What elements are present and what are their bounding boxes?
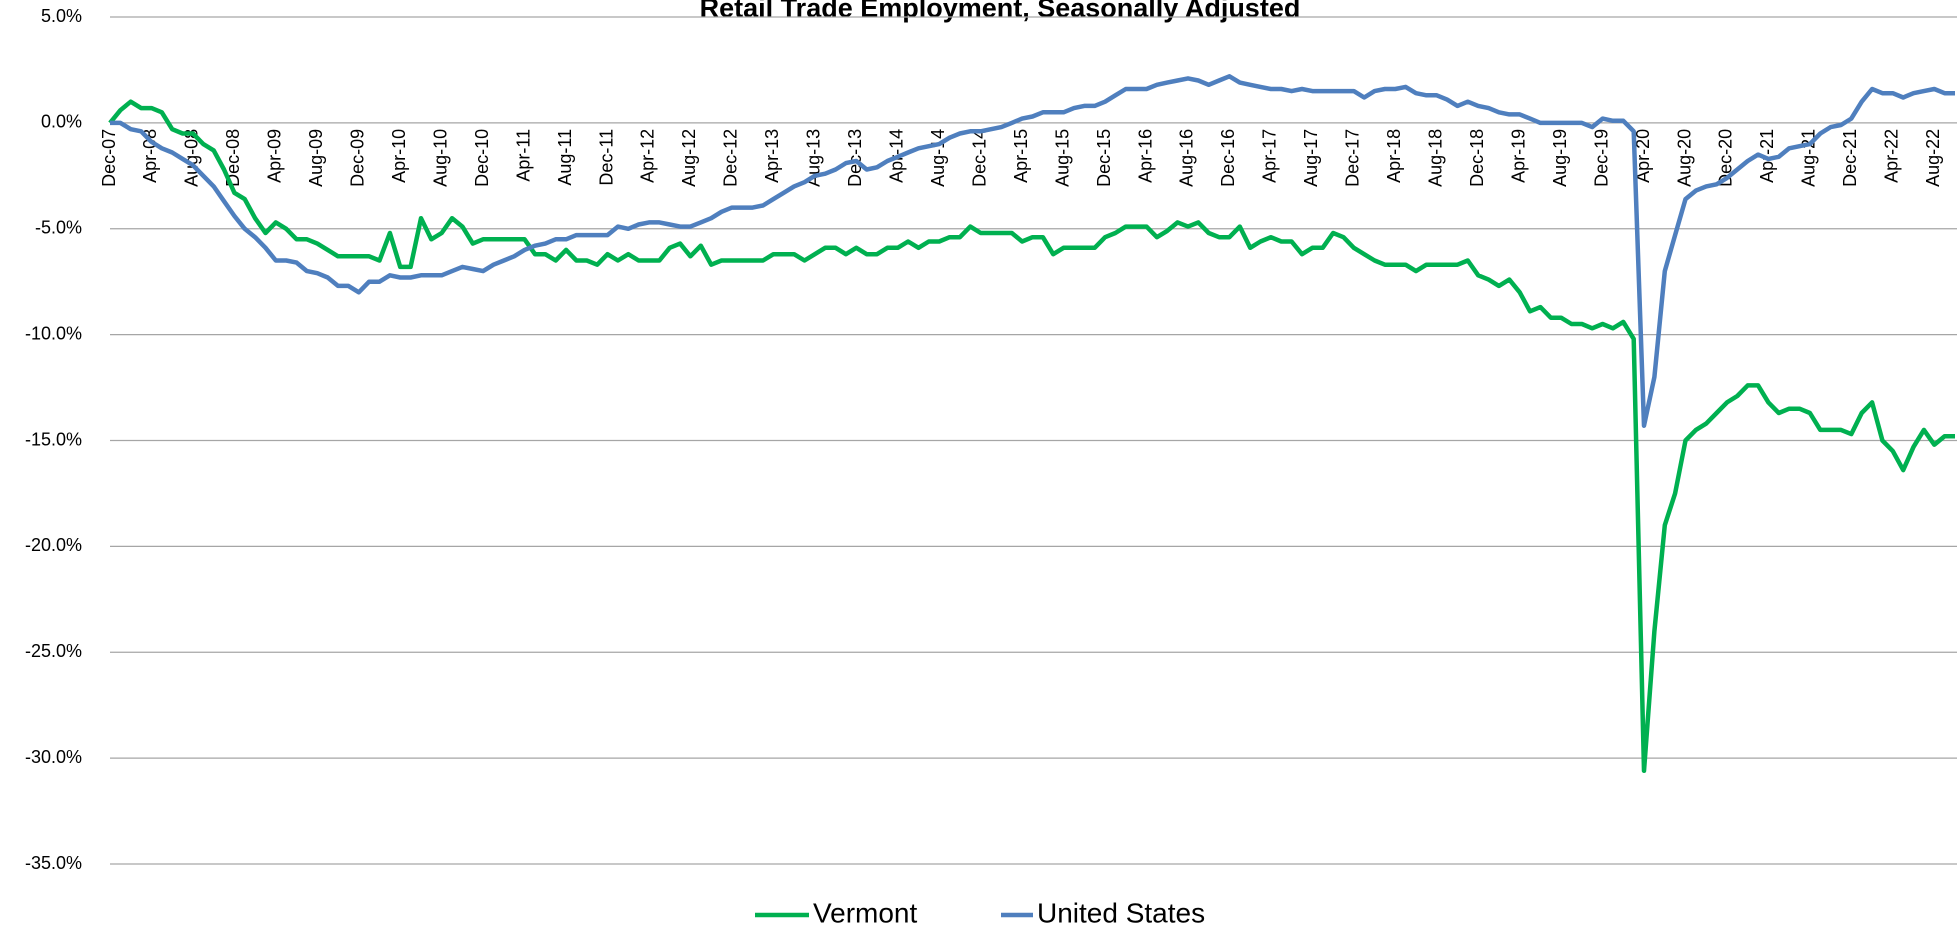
x-tick-label: Dec-11 xyxy=(596,129,616,186)
x-tick-label: Aug-12 xyxy=(679,129,699,187)
x-tick-label: Apr-21 xyxy=(1757,129,1777,183)
y-tick-label: -25.0% xyxy=(25,641,82,661)
x-tick-label: Apr-15 xyxy=(1011,129,1031,183)
x-tick-label: Dec-21 xyxy=(1840,129,1860,187)
y-tick-label: -10.0% xyxy=(25,323,82,343)
x-tick-label: Dec-13 xyxy=(845,129,865,187)
y-tick-label: -30.0% xyxy=(25,747,82,767)
x-tick-label: Aug-17 xyxy=(1301,129,1321,187)
y-tick-label: -15.0% xyxy=(25,429,82,449)
x-tick-label: Apr-22 xyxy=(1882,129,1902,183)
x-tick-label: Dec-15 xyxy=(1094,129,1114,187)
x-tick-label: Apr-17 xyxy=(1260,129,1280,183)
x-tick-label: Apr-10 xyxy=(389,129,409,183)
x-tick-label: Apr-12 xyxy=(638,129,658,183)
x-tick-label: Apr-18 xyxy=(1384,129,1404,183)
x-tick-label: Dec-12 xyxy=(721,129,741,187)
series-line xyxy=(108,99,1955,774)
x-tick-label: Dec-08 xyxy=(223,129,243,187)
legend-label: Vermont xyxy=(813,897,917,928)
x-tick-label: Aug-14 xyxy=(928,129,948,187)
legend-label: United States xyxy=(1037,897,1205,928)
x-tick-label: Aug-22 xyxy=(1923,129,1943,187)
x-tick-label: Apr-19 xyxy=(1508,129,1528,183)
x-tick-label: Dec-09 xyxy=(348,129,368,187)
x-tick-label: Aug-18 xyxy=(1425,129,1445,187)
x-tick-label: Dec-19 xyxy=(1591,129,1611,187)
x-tick-label: Aug-19 xyxy=(1550,129,1570,187)
x-tick-label: Aug-15 xyxy=(1052,129,1072,187)
chart-title: Retail Trade Employment, Seasonally Adju… xyxy=(700,0,1301,23)
x-tick-label: Dec-10 xyxy=(472,129,492,187)
y-tick-label: -5.0% xyxy=(35,218,82,238)
y-tick-label: 5.0% xyxy=(41,6,82,26)
y-tick-label: 0.0% xyxy=(41,112,82,132)
x-tick-label: Aug-11 xyxy=(555,129,575,186)
series-line xyxy=(110,74,1955,428)
x-tick-label: Dec-16 xyxy=(1218,129,1238,187)
x-tick-label: Dec-18 xyxy=(1467,129,1487,187)
x-tick-label: Aug-09 xyxy=(306,129,326,187)
x-tick-label: Aug-10 xyxy=(430,129,450,187)
x-tick-label: Apr-13 xyxy=(762,129,782,183)
x-tick-label: Apr-08 xyxy=(140,129,160,183)
x-tick-label: Aug-20 xyxy=(1674,129,1694,187)
x-tick-label: Apr-20 xyxy=(1633,129,1653,183)
x-tick-label: Apr-16 xyxy=(1135,129,1155,183)
x-tick-label: Apr-11 xyxy=(513,129,533,182)
x-tick-label: Dec-07 xyxy=(99,129,119,187)
x-tick-label: Dec-14 xyxy=(969,129,989,187)
x-tick-label: Apr-09 xyxy=(265,129,285,183)
y-tick-label: -20.0% xyxy=(25,535,82,555)
y-tick-label: -35.0% xyxy=(25,853,82,873)
x-tick-label: Aug-16 xyxy=(1177,129,1197,187)
x-tick-label: Aug-13 xyxy=(804,129,824,187)
x-tick-label: Dec-17 xyxy=(1343,129,1363,187)
x-tick-label: Aug-08 xyxy=(182,129,202,187)
